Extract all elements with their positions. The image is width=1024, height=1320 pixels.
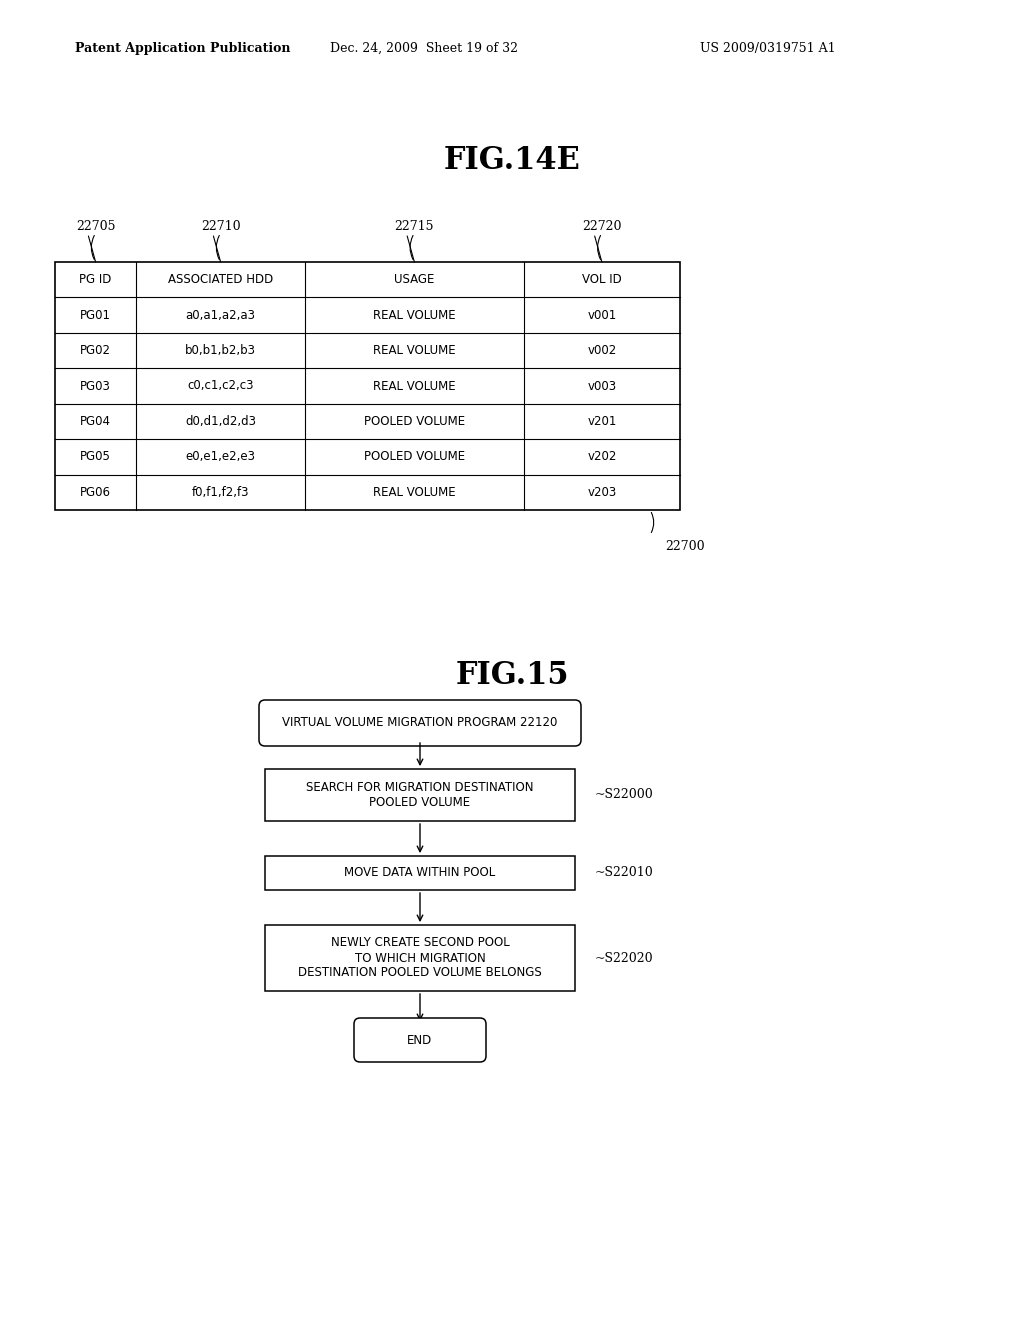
Text: 22720: 22720 <box>582 220 622 234</box>
Text: b0,b1,b2,b3: b0,b1,b2,b3 <box>185 345 256 358</box>
Text: PG04: PG04 <box>80 414 112 428</box>
Text: 22715: 22715 <box>394 220 434 234</box>
Bar <box>265 925 575 991</box>
FancyBboxPatch shape <box>354 1018 486 1063</box>
Text: REAL VOLUME: REAL VOLUME <box>373 486 456 499</box>
Text: USAGE: USAGE <box>394 273 434 286</box>
Bar <box>265 855 575 890</box>
Text: ~S22000: ~S22000 <box>595 788 653 801</box>
Text: Patent Application Publication: Patent Application Publication <box>75 42 291 55</box>
Text: FIG.15: FIG.15 <box>456 660 568 690</box>
Text: MOVE DATA WITHIN POOL: MOVE DATA WITHIN POOL <box>344 866 496 879</box>
Text: REAL VOLUME: REAL VOLUME <box>373 309 456 322</box>
Bar <box>55 261 680 510</box>
Text: v002: v002 <box>587 345 616 358</box>
Text: f0,f1,f2,f3: f0,f1,f2,f3 <box>191 486 250 499</box>
Text: e0,e1,e2,e3: e0,e1,e2,e3 <box>185 450 256 463</box>
Text: PG03: PG03 <box>80 380 111 392</box>
Text: v001: v001 <box>587 309 616 322</box>
Text: ~S22010: ~S22010 <box>595 866 653 879</box>
Text: PG06: PG06 <box>80 486 112 499</box>
Text: REAL VOLUME: REAL VOLUME <box>373 380 456 392</box>
Text: v202: v202 <box>587 450 616 463</box>
Text: v003: v003 <box>588 380 616 392</box>
Text: VIRTUAL VOLUME MIGRATION PROGRAM 22120: VIRTUAL VOLUME MIGRATION PROGRAM 22120 <box>283 717 558 730</box>
Text: END: END <box>408 1034 432 1047</box>
Text: VOL ID: VOL ID <box>582 273 622 286</box>
Text: d0,d1,d2,d3: d0,d1,d2,d3 <box>185 414 256 428</box>
Text: 22700: 22700 <box>665 540 705 553</box>
Text: 22705: 22705 <box>76 220 116 234</box>
Text: v203: v203 <box>587 486 616 499</box>
Text: REAL VOLUME: REAL VOLUME <box>373 345 456 358</box>
Text: a0,a1,a2,a3: a0,a1,a2,a3 <box>185 309 256 322</box>
Bar <box>265 770 575 821</box>
Text: PG ID: PG ID <box>80 273 112 286</box>
Text: c0,c1,c2,c3: c0,c1,c2,c3 <box>187 380 254 392</box>
Text: PG01: PG01 <box>80 309 112 322</box>
Text: PG05: PG05 <box>80 450 111 463</box>
Text: NEWLY CREATE SECOND POOL
TO WHICH MIGRATION
DESTINATION POOLED VOLUME BELONGS: NEWLY CREATE SECOND POOL TO WHICH MIGRAT… <box>298 936 542 979</box>
Text: ~S22020: ~S22020 <box>595 952 653 965</box>
Text: SEARCH FOR MIGRATION DESTINATION
POOLED VOLUME: SEARCH FOR MIGRATION DESTINATION POOLED … <box>306 781 534 809</box>
Text: PG02: PG02 <box>80 345 112 358</box>
Text: 22710: 22710 <box>201 220 241 234</box>
Text: Dec. 24, 2009  Sheet 19 of 32: Dec. 24, 2009 Sheet 19 of 32 <box>330 42 518 55</box>
Text: POOLED VOLUME: POOLED VOLUME <box>364 414 465 428</box>
Text: FIG.14E: FIG.14E <box>443 145 581 176</box>
Text: v201: v201 <box>587 414 616 428</box>
Text: US 2009/0319751 A1: US 2009/0319751 A1 <box>700 42 836 55</box>
Text: ASSOCIATED HDD: ASSOCIATED HDD <box>168 273 273 286</box>
Text: POOLED VOLUME: POOLED VOLUME <box>364 450 465 463</box>
FancyBboxPatch shape <box>259 700 581 746</box>
